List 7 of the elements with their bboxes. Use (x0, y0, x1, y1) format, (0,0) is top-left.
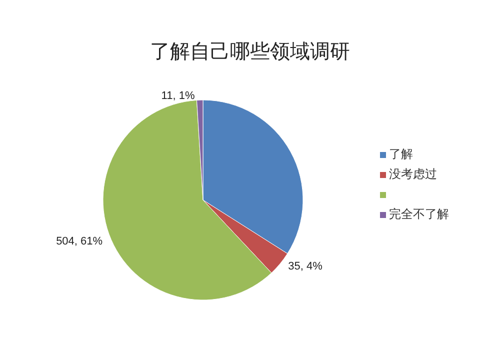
legend-label: 没考虑过 (389, 167, 437, 181)
data-label: 11, 1% (161, 90, 195, 102)
data-label: 504, 61% (56, 235, 103, 248)
legend-label: 了解 (389, 147, 413, 161)
chart-title: 了解自己哪些领域调研 (150, 39, 350, 63)
legend-label: 完全不了解 (389, 207, 449, 221)
data-label: 35, 4% (288, 260, 323, 272)
